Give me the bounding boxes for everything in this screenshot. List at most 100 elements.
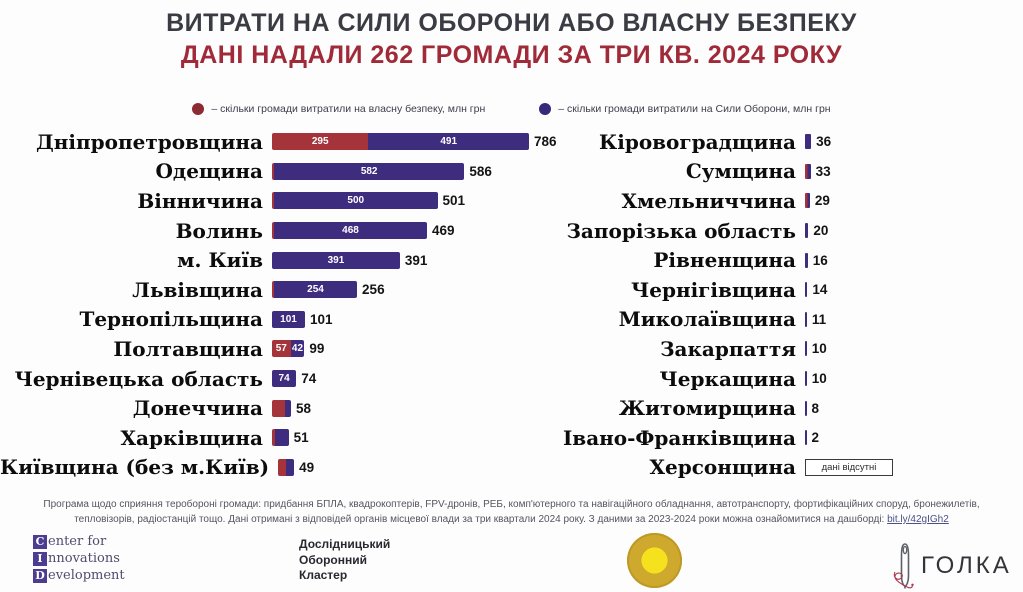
region-label: Донеччина	[132, 396, 263, 421]
stacked-bar	[272, 429, 289, 447]
bar-defense-segment	[275, 429, 289, 447]
bar-wrap: 10	[805, 341, 1023, 357]
no-data-box: дані відсутні	[805, 458, 893, 476]
bar-total-value: 49	[299, 459, 315, 475]
region-label: Закарпаття	[660, 336, 796, 361]
bar-wrap: 74 74	[272, 370, 548, 388]
bar-total-value: 10	[811, 371, 827, 387]
bar-total-value: 586	[469, 163, 492, 179]
dashboard-link[interactable]: bit.ly/42gIGh2	[887, 514, 949, 525]
golka-wordmark: ГОЛКА	[921, 552, 1012, 579]
bar-defense-segment	[805, 193, 810, 209]
cluster-line: Оборонний	[299, 552, 367, 567]
legend-label-security: – скільки громади витратили на власну бе…	[211, 103, 486, 115]
legend-label-defense: – скільки громади витратили на Сили Обор…	[558, 103, 831, 115]
bar-defense-segment: 500	[274, 192, 438, 210]
bar-wrap: 16	[805, 252, 1023, 268]
region-label: Запорізька область	[566, 218, 796, 243]
bar-wrap: 391 391	[272, 251, 548, 269]
bar-wrap: 468 469	[272, 222, 548, 240]
golka-logo: ГОЛКА	[893, 542, 1012, 590]
cid-line-text: enter for	[48, 534, 107, 549]
region-label: Херсонщина	[649, 455, 796, 480]
chart-row: Полтавщина 57 42 99	[0, 334, 548, 364]
chart-row: Івано-Франківщина 2	[548, 423, 1023, 453]
chart-row: Херсонщина дані відсутні	[548, 453, 1023, 483]
legend-item-security: – скільки громади витратили на власну бе…	[192, 103, 485, 115]
bar-defense-segment: 491	[368, 133, 529, 151]
cid-initial-box: C	[33, 534, 47, 549]
bar-defense-segment	[285, 399, 291, 417]
bar-defense-segment	[805, 134, 812, 150]
bar-defense-segment	[805, 341, 807, 357]
bar-defense-segment: 468	[274, 222, 428, 240]
bar-defense-segment	[805, 163, 811, 179]
bar-wrap: 11	[805, 311, 1023, 327]
region-label: Волинь	[175, 218, 263, 243]
bar-wrap: 49	[278, 458, 548, 476]
region-label: м. Київ	[177, 248, 263, 273]
bar-security-segment	[272, 429, 276, 447]
bar-total-value: 16	[812, 252, 828, 268]
chart-left-column: Дніпропетровщина 295 491 786 Одещина 582 586 Ві…	[0, 127, 557, 482]
chart-row: Тернопільщина 101 101	[0, 305, 548, 335]
bar-defense-segment	[286, 458, 295, 476]
bar-defense-segment: 582	[274, 162, 465, 180]
chart-row: Черкащина 10	[548, 364, 1023, 394]
cluster-line: Кластер	[299, 568, 348, 583]
bar-defense-segment	[805, 282, 808, 298]
stacked-bar: 582	[272, 162, 465, 180]
chart-row: Чернівецька область 74 74	[0, 364, 548, 394]
chart-row: Вінничина 500 501	[0, 186, 548, 216]
stacked-bar: 74	[272, 370, 297, 388]
chart-row: Рівненщина 16	[548, 245, 1023, 275]
cid-line-text: evelopment	[48, 568, 125, 583]
bar-wrap: 2	[805, 430, 1023, 446]
bar-security-segment	[272, 399, 286, 417]
bar-wrap: 295 491 786	[272, 133, 557, 151]
bar-wrap: 51	[272, 429, 548, 447]
chart-row: Житомирщина 8	[548, 393, 1023, 423]
bar-total-value: 501	[442, 193, 466, 209]
bar-wrap: 20	[805, 223, 1023, 239]
region-label: Тернопільщина	[79, 307, 263, 332]
bar-total-value: 10	[811, 341, 827, 357]
footnote: Програма щодо сприяння теробороні громад…	[14, 497, 1009, 527]
bar-wrap: 101 101	[272, 310, 548, 328]
chart-row: Закарпаття 10	[548, 334, 1023, 364]
stacked-bar: 57 42	[272, 340, 305, 358]
defense-cluster-logo: Дослідницький Оборонний Кластер	[299, 537, 390, 584]
bar-security-segment: 57	[272, 340, 291, 358]
region-label: Хмельниччина	[621, 188, 796, 213]
bar-total-value: 51	[293, 430, 309, 446]
bar-defense-segment: 42	[290, 340, 305, 358]
needle-icon	[893, 543, 914, 589]
security-dot-icon	[192, 103, 205, 115]
bar-defense-segment	[805, 252, 808, 268]
cid-initial-box: I	[33, 551, 47, 566]
bar-defense-segment	[805, 430, 807, 446]
stacked-bar: 500	[272, 192, 438, 210]
bar-total-value: 36	[816, 134, 832, 150]
bar-wrap: 254 256	[272, 281, 548, 299]
bar-total-value: 469	[432, 223, 455, 239]
chart-row: Кіровоградщина 36	[548, 127, 1023, 157]
bar-wrap: 8	[805, 400, 1023, 416]
cid-initial-box: D	[33, 568, 47, 583]
bar-wrap: 10	[805, 371, 1023, 387]
stacked-bar: 391	[272, 251, 400, 269]
bar-total-value: 391	[404, 252, 428, 268]
region-label: Чернівецька область	[14, 366, 263, 391]
region-label: Житомирщина	[618, 396, 796, 421]
region-label: Харківщина	[120, 425, 263, 450]
bar-total-value: 33	[815, 163, 831, 179]
chart-row: Дніпропетровщина 295 491 786	[0, 127, 557, 157]
region-label: Львівщина	[132, 277, 263, 302]
bar-security-segment	[272, 222, 274, 240]
bar-total-value: 8	[811, 400, 820, 416]
region-label: Сумщина	[685, 159, 796, 184]
